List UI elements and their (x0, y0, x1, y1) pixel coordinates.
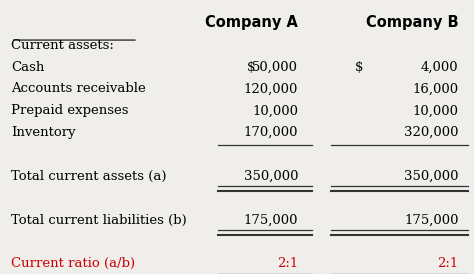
Text: Total current liabilities (b): Total current liabilities (b) (11, 214, 187, 227)
Text: 175,000: 175,000 (244, 214, 298, 227)
Text: 4,000: 4,000 (421, 61, 458, 74)
Text: $: $ (355, 61, 363, 74)
Text: 50,000: 50,000 (252, 61, 298, 74)
Text: Company B: Company B (366, 15, 458, 30)
Text: 120,000: 120,000 (244, 82, 298, 95)
Text: 350,000: 350,000 (404, 170, 458, 183)
Text: 170,000: 170,000 (244, 126, 298, 139)
Text: 350,000: 350,000 (244, 170, 298, 183)
Text: 16,000: 16,000 (412, 82, 458, 95)
Text: 10,000: 10,000 (412, 104, 458, 117)
Text: Company A: Company A (205, 15, 298, 30)
Text: 2:1: 2:1 (437, 257, 458, 270)
Text: Inventory: Inventory (11, 126, 75, 139)
Text: 175,000: 175,000 (404, 214, 458, 227)
Text: Accounts receivable: Accounts receivable (11, 82, 146, 95)
Text: Prepaid expenses: Prepaid expenses (11, 104, 128, 117)
Text: Cash: Cash (11, 61, 44, 74)
Text: 320,000: 320,000 (404, 126, 458, 139)
Text: Total current assets (a): Total current assets (a) (11, 170, 166, 183)
Text: Current assets:: Current assets: (11, 39, 114, 52)
Text: 10,000: 10,000 (252, 104, 298, 117)
Text: 2:1: 2:1 (277, 257, 298, 270)
Text: $: $ (246, 61, 255, 74)
Text: Current ratio (a/b): Current ratio (a/b) (11, 257, 135, 270)
